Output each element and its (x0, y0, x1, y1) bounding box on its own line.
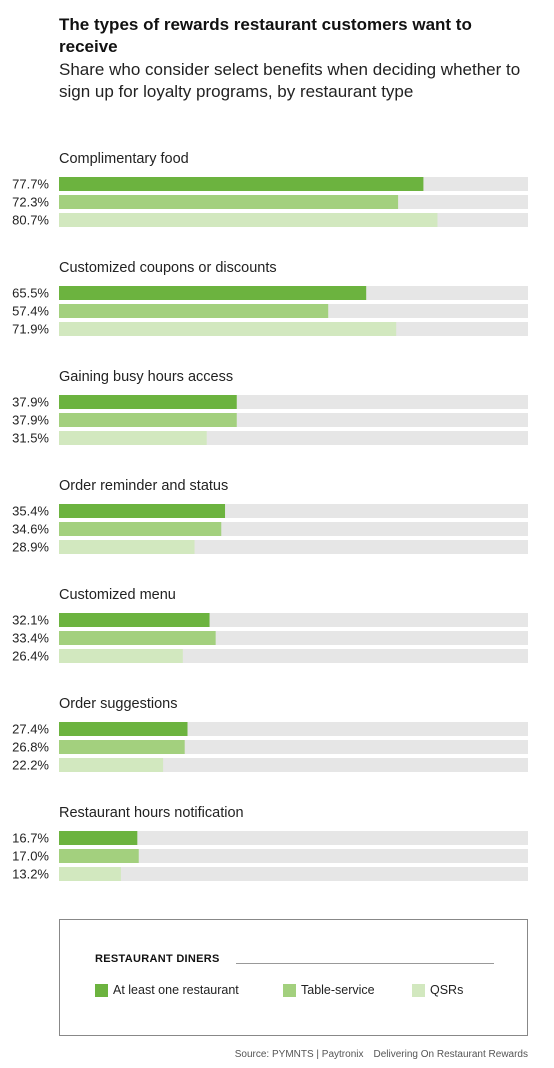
bar (59, 195, 399, 209)
category-label: Order reminder and status (59, 478, 228, 494)
legend-label: QSRs (430, 983, 464, 997)
bar (59, 849, 139, 863)
bar (59, 740, 185, 754)
source-text: Source: PYMNTS | Paytronix (234, 1049, 364, 1060)
bar (59, 322, 397, 336)
data-label: 31.5% (12, 431, 49, 446)
legend-label: Table-service (301, 983, 375, 997)
legend-divider (236, 963, 494, 964)
legend-item-qsrs: QSRs (412, 983, 463, 997)
data-label: 26.4% (12, 649, 49, 664)
data-label: 32.1% (12, 613, 49, 628)
category-label: Customized menu (59, 587, 176, 603)
data-label: 71.9% (12, 322, 49, 337)
data-label: 65.5% (12, 286, 49, 301)
category-label: Order suggestions (59, 696, 177, 712)
data-label: 22.2% (12, 758, 49, 773)
data-label: 17.0% (12, 849, 49, 864)
source-note: Source: PYMNTS | Paytronix Delivering On … (235, 1049, 528, 1060)
legend-swatch (283, 983, 296, 997)
category-label: Gaining busy hours access (59, 369, 233, 385)
legend-swatch (95, 983, 108, 997)
category-label: Complimentary food (59, 151, 189, 167)
data-label: 77.7% (12, 177, 49, 192)
data-label: 72.3% (12, 195, 49, 210)
bar (59, 613, 210, 627)
data-label: 13.2% (12, 867, 49, 882)
bar (59, 395, 237, 409)
data-label: 37.9% (12, 395, 49, 410)
bar (59, 431, 207, 445)
bar (59, 413, 237, 427)
chart-title: The types of rewards restaurant customer… (59, 15, 472, 56)
data-label: 33.4% (12, 631, 49, 646)
bar-track (59, 758, 528, 772)
legend-label: At least one restaurant (113, 983, 239, 997)
legend-item-at-least-one: At least one restaurant (95, 983, 239, 997)
bar (59, 649, 183, 663)
bar (59, 540, 195, 554)
data-label: 35.4% (12, 504, 49, 519)
bar (59, 867, 121, 881)
legend-swatch (412, 983, 425, 997)
bar (59, 722, 188, 736)
data-label: 34.6% (12, 522, 49, 537)
bar (59, 504, 226, 518)
bar-track (59, 849, 528, 863)
chart-subtitle: Share who consider select benefits when … (59, 60, 521, 101)
legend-item-table-service: Table-service (283, 983, 375, 997)
bar (59, 522, 222, 536)
data-label: 26.8% (12, 740, 49, 755)
bar (59, 177, 424, 191)
data-label: 28.9% (12, 540, 49, 555)
bar-chart: Complimentary food 77.7% 72.3% 80.7% Customi… (12, 151, 528, 882)
category-label: Restaurant hours notification (59, 805, 244, 821)
data-label: 57.4% (12, 304, 49, 319)
data-label: 80.7% (12, 213, 49, 228)
bar-track (59, 831, 528, 845)
legend: RESTAURANT DINERS At least one restauran… (59, 919, 528, 1036)
source-report: Delivering On Restaurant Rewards (373, 1049, 528, 1060)
bar (59, 286, 367, 300)
data-label: 27.4% (12, 722, 49, 737)
bar (59, 758, 164, 772)
category-label: Customized coupons or discounts (59, 260, 277, 276)
bar (59, 631, 216, 645)
legend-title: RESTAURANT DINERS (95, 953, 220, 965)
bar (59, 213, 438, 227)
bar (59, 304, 329, 318)
data-label: 37.9% (12, 413, 49, 428)
data-label: 16.7% (12, 831, 49, 846)
bar (59, 831, 138, 845)
bar-track (59, 867, 528, 881)
